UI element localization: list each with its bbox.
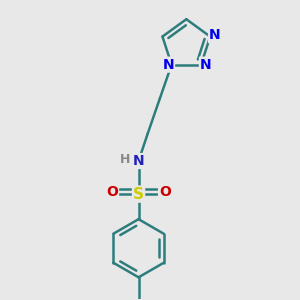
Text: N: N: [163, 58, 174, 72]
Text: S: S: [133, 187, 144, 202]
Text: N: N: [133, 154, 144, 168]
Text: N: N: [200, 58, 212, 72]
Text: O: O: [106, 185, 118, 199]
Text: N: N: [209, 28, 220, 42]
Text: O: O: [159, 185, 171, 199]
Text: H: H: [120, 153, 130, 166]
